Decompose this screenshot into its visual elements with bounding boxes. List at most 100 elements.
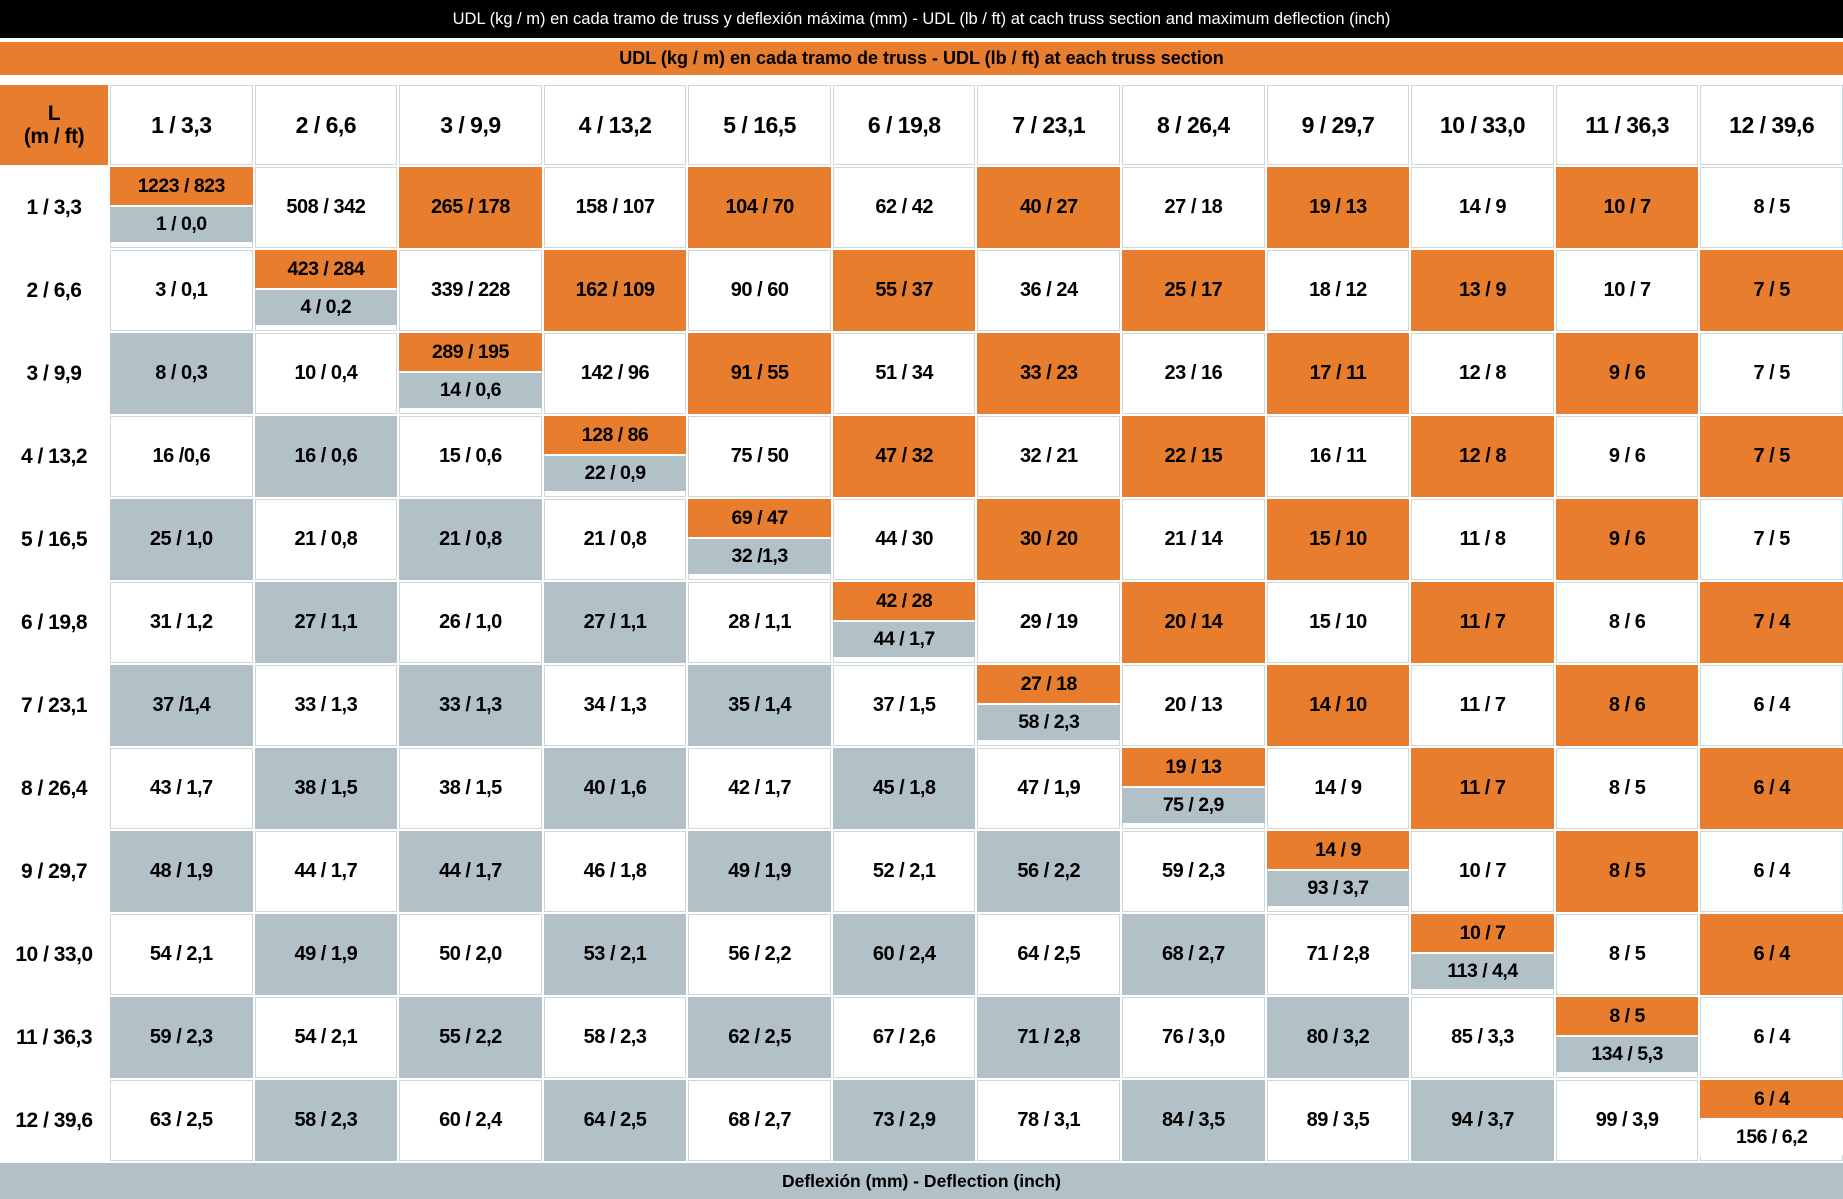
table-cell: 158 / 107 xyxy=(543,167,687,248)
table-cell: 14 / 10 xyxy=(1266,665,1410,746)
table-cell: 16 / 11 xyxy=(1266,416,1410,497)
table-cell: 7 / 5 xyxy=(1700,416,1843,497)
table-cell: 15 / 0,6 xyxy=(399,416,542,497)
table-cell: 8 / 5 xyxy=(1555,748,1699,829)
table-cell: 73 / 2,9 xyxy=(832,1080,976,1161)
table-cell: 21 / 0,8 xyxy=(399,499,542,580)
table-cell: 55 / 37 xyxy=(832,250,976,331)
table-cell: 23 / 16 xyxy=(1122,333,1265,414)
table-cell: 6 / 4 xyxy=(1700,748,1843,829)
row-header: 4 / 13,2 xyxy=(0,416,108,497)
table-cell: 11 / 7 xyxy=(1411,665,1554,746)
table-cell: 89 / 3,5 xyxy=(1266,1080,1410,1161)
table-cell: 6 / 4 xyxy=(1700,997,1843,1078)
table-cell: 68 / 2,7 xyxy=(1122,914,1265,995)
table-cell: 30 / 20 xyxy=(977,499,1121,580)
column-header: 6 / 19,8 xyxy=(832,85,976,165)
column-header: 8 / 26,4 xyxy=(1122,85,1265,165)
table-cell: 31 / 1,2 xyxy=(110,582,253,663)
column-header: 9 / 29,7 xyxy=(1266,85,1410,165)
table-cell: 7 / 5 xyxy=(1700,333,1843,414)
table-cell: 34 / 1,3 xyxy=(543,665,687,746)
table-cell: 64 / 2,5 xyxy=(543,1080,687,1161)
table-cell: 78 / 3,1 xyxy=(977,1080,1121,1161)
table-cell: 6 / 4 xyxy=(1700,665,1843,746)
column-header: 1 / 3,3 xyxy=(110,85,253,165)
table-cell: 54 / 2,1 xyxy=(110,914,253,995)
diagonal-split-cell: 423 / 284 4 / 0,2 xyxy=(254,250,398,331)
table-cell: 104 / 70 xyxy=(688,167,831,248)
table-cell: 54 / 2,1 xyxy=(254,997,398,1078)
table-cell: 32 / 21 xyxy=(977,416,1121,497)
deflection-value: 32 /1,3 xyxy=(688,539,831,574)
table-cell: 29 / 19 xyxy=(977,582,1121,663)
table-cell: 90 / 60 xyxy=(688,250,831,331)
table-cell: 44 / 30 xyxy=(832,499,976,580)
udl-section-header: UDL (kg / m) en cada tramo de truss - UD… xyxy=(0,42,1843,75)
table-cell: 48 / 1,9 xyxy=(110,831,253,912)
udl-value: 10 / 7 xyxy=(1411,914,1554,952)
column-header: 10 / 33,0 xyxy=(1411,85,1554,165)
deflection-value: 113 / 4,4 xyxy=(1411,954,1554,989)
table-cell: 10 / 7 xyxy=(1555,167,1699,248)
column-header: 12 / 39,6 xyxy=(1700,85,1843,165)
udl-value: 289 / 195 xyxy=(399,333,542,371)
table-cell: 9 / 6 xyxy=(1555,416,1699,497)
table-cell: 8 / 6 xyxy=(1555,665,1699,746)
column-header: 3 / 9,9 xyxy=(399,85,542,165)
udl-value: 14 / 9 xyxy=(1266,831,1410,869)
main-title: UDL (kg / m) en cada tramo de truss y de… xyxy=(452,9,1391,28)
table-cell: 94 / 3,7 xyxy=(1411,1080,1554,1161)
diagonal-split-cell: 10 / 7 113 / 4,4 xyxy=(1411,914,1554,995)
table-cell: 17 / 11 xyxy=(1266,333,1410,414)
table-cell: 63 / 2,5 xyxy=(110,1080,253,1161)
udl-value: 19 / 13 xyxy=(1122,748,1265,786)
udl-value: 6 / 4 xyxy=(1700,1080,1843,1118)
udl-value: 423 / 284 xyxy=(254,250,398,288)
deflection-value: 1 / 0,0 xyxy=(110,207,253,242)
table-cell: 10 / 7 xyxy=(1411,831,1554,912)
table-cell: 27 / 18 xyxy=(1122,167,1265,248)
table-cell: 21 / 0,8 xyxy=(254,499,398,580)
column-header: 4 / 13,2 xyxy=(543,85,687,165)
table-cell: 7 / 4 xyxy=(1700,582,1843,663)
table-cell: 71 / 2,8 xyxy=(977,997,1121,1078)
udl-value: 42 / 28 xyxy=(832,582,976,620)
column-header: 5 / 16,5 xyxy=(688,85,831,165)
table-cell: 265 / 178 xyxy=(399,167,542,248)
row-header: 2 / 6,6 xyxy=(0,250,108,331)
table-cell: 49 / 1,9 xyxy=(254,914,398,995)
table-cell: 51 / 34 xyxy=(832,333,976,414)
deflection-value: 58 / 2,3 xyxy=(977,705,1121,740)
table-cell: 9 / 6 xyxy=(1555,333,1699,414)
table-cell: 12 / 8 xyxy=(1411,416,1554,497)
udl-value: 69 / 47 xyxy=(688,499,831,537)
diagonal-split-cell: 128 / 86 22 / 0,9 xyxy=(543,416,687,497)
diagonal-split-cell: 19 / 13 75 / 2,9 xyxy=(1122,748,1265,829)
table-cell: 19 / 13 xyxy=(1266,167,1410,248)
table-cell: 59 / 2,3 xyxy=(110,997,253,1078)
table-cell: 45 / 1,8 xyxy=(832,748,976,829)
table-cell: 20 / 14 xyxy=(1122,582,1265,663)
table-cell: 47 / 1,9 xyxy=(977,748,1121,829)
truss-load-table: L (m / ft) 1 / 3,3 2 / 6,6 3 / 9,9 4 / 13,2 5 … xyxy=(0,85,1843,1161)
diagonal-split-cell: 42 / 28 44 / 1,7 xyxy=(832,582,976,663)
table-cell: 25 / 17 xyxy=(1122,250,1265,331)
table-cell: 40 / 1,6 xyxy=(543,748,687,829)
table-cell: 55 / 2,2 xyxy=(399,997,542,1078)
diagonal-split-cell: 8 / 5 134 / 5,3 xyxy=(1555,997,1699,1078)
table-cell: 40 / 27 xyxy=(977,167,1121,248)
table-cell: 76 / 3,0 xyxy=(1122,997,1265,1078)
table-cell: 21 / 14 xyxy=(1122,499,1265,580)
deflection-value: 156 / 6,2 xyxy=(1700,1120,1843,1155)
table-cell: 60 / 2,4 xyxy=(399,1080,542,1161)
table-cell: 8 / 0,3 xyxy=(110,333,253,414)
table-cell: 27 / 1,1 xyxy=(254,582,398,663)
row-header: 11 / 36,3 xyxy=(0,997,108,1078)
table-cell: 99 / 3,9 xyxy=(1555,1080,1699,1161)
table-cell: 10 / 7 xyxy=(1555,250,1699,331)
table-cell: 3 / 0,1 xyxy=(110,250,253,331)
table-cell: 142 / 96 xyxy=(543,333,687,414)
row-header: 6 / 19,8 xyxy=(0,582,108,663)
corner-header-cell: L (m / ft) xyxy=(0,85,108,165)
